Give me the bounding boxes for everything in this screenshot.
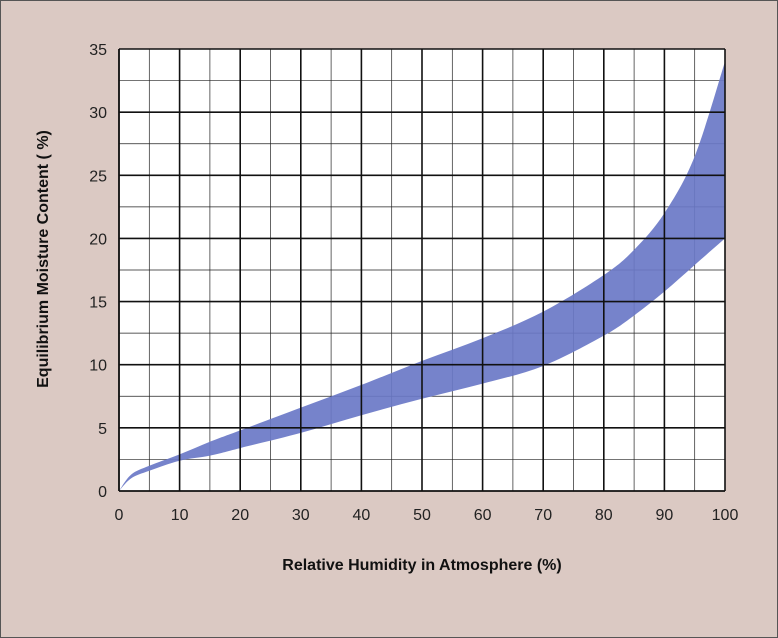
y-axis-title: Equilibrium Moisture Content ( %) xyxy=(35,130,52,388)
x-tick-label: 10 xyxy=(171,507,189,524)
y-tick-label: 30 xyxy=(89,105,107,122)
y-tick-label: 25 xyxy=(89,168,107,185)
y-tick-label: 35 xyxy=(89,42,107,59)
x-tick-label: 0 xyxy=(115,507,124,524)
major-grid xyxy=(118,48,726,492)
x-axis-title: Relative Humidity in Atmosphere (%) xyxy=(282,557,561,574)
x-tick-label: 30 xyxy=(292,507,310,524)
x-tick-label: 80 xyxy=(595,507,613,524)
y-tick-label: 20 xyxy=(89,231,107,248)
x-tick-label: 60 xyxy=(474,507,492,524)
x-tick-label: 100 xyxy=(712,507,739,524)
x-tick-label: 50 xyxy=(413,507,431,524)
x-tick-label: 20 xyxy=(231,507,249,524)
x-tick-label: 90 xyxy=(656,507,674,524)
y-tick-label: 5 xyxy=(98,421,107,438)
y-tick-label: 10 xyxy=(89,358,107,375)
y-tick-labels: 0 5 10 15 20 25 30 35 xyxy=(89,42,107,501)
y-tick-label: 15 xyxy=(89,295,107,312)
y-tick-label: 0 xyxy=(98,484,107,501)
x-tick-labels: 0 10 20 30 40 50 60 70 80 90 100 xyxy=(115,507,739,524)
x-tick-label: 40 xyxy=(353,507,371,524)
x-tick-label: 70 xyxy=(534,507,552,524)
